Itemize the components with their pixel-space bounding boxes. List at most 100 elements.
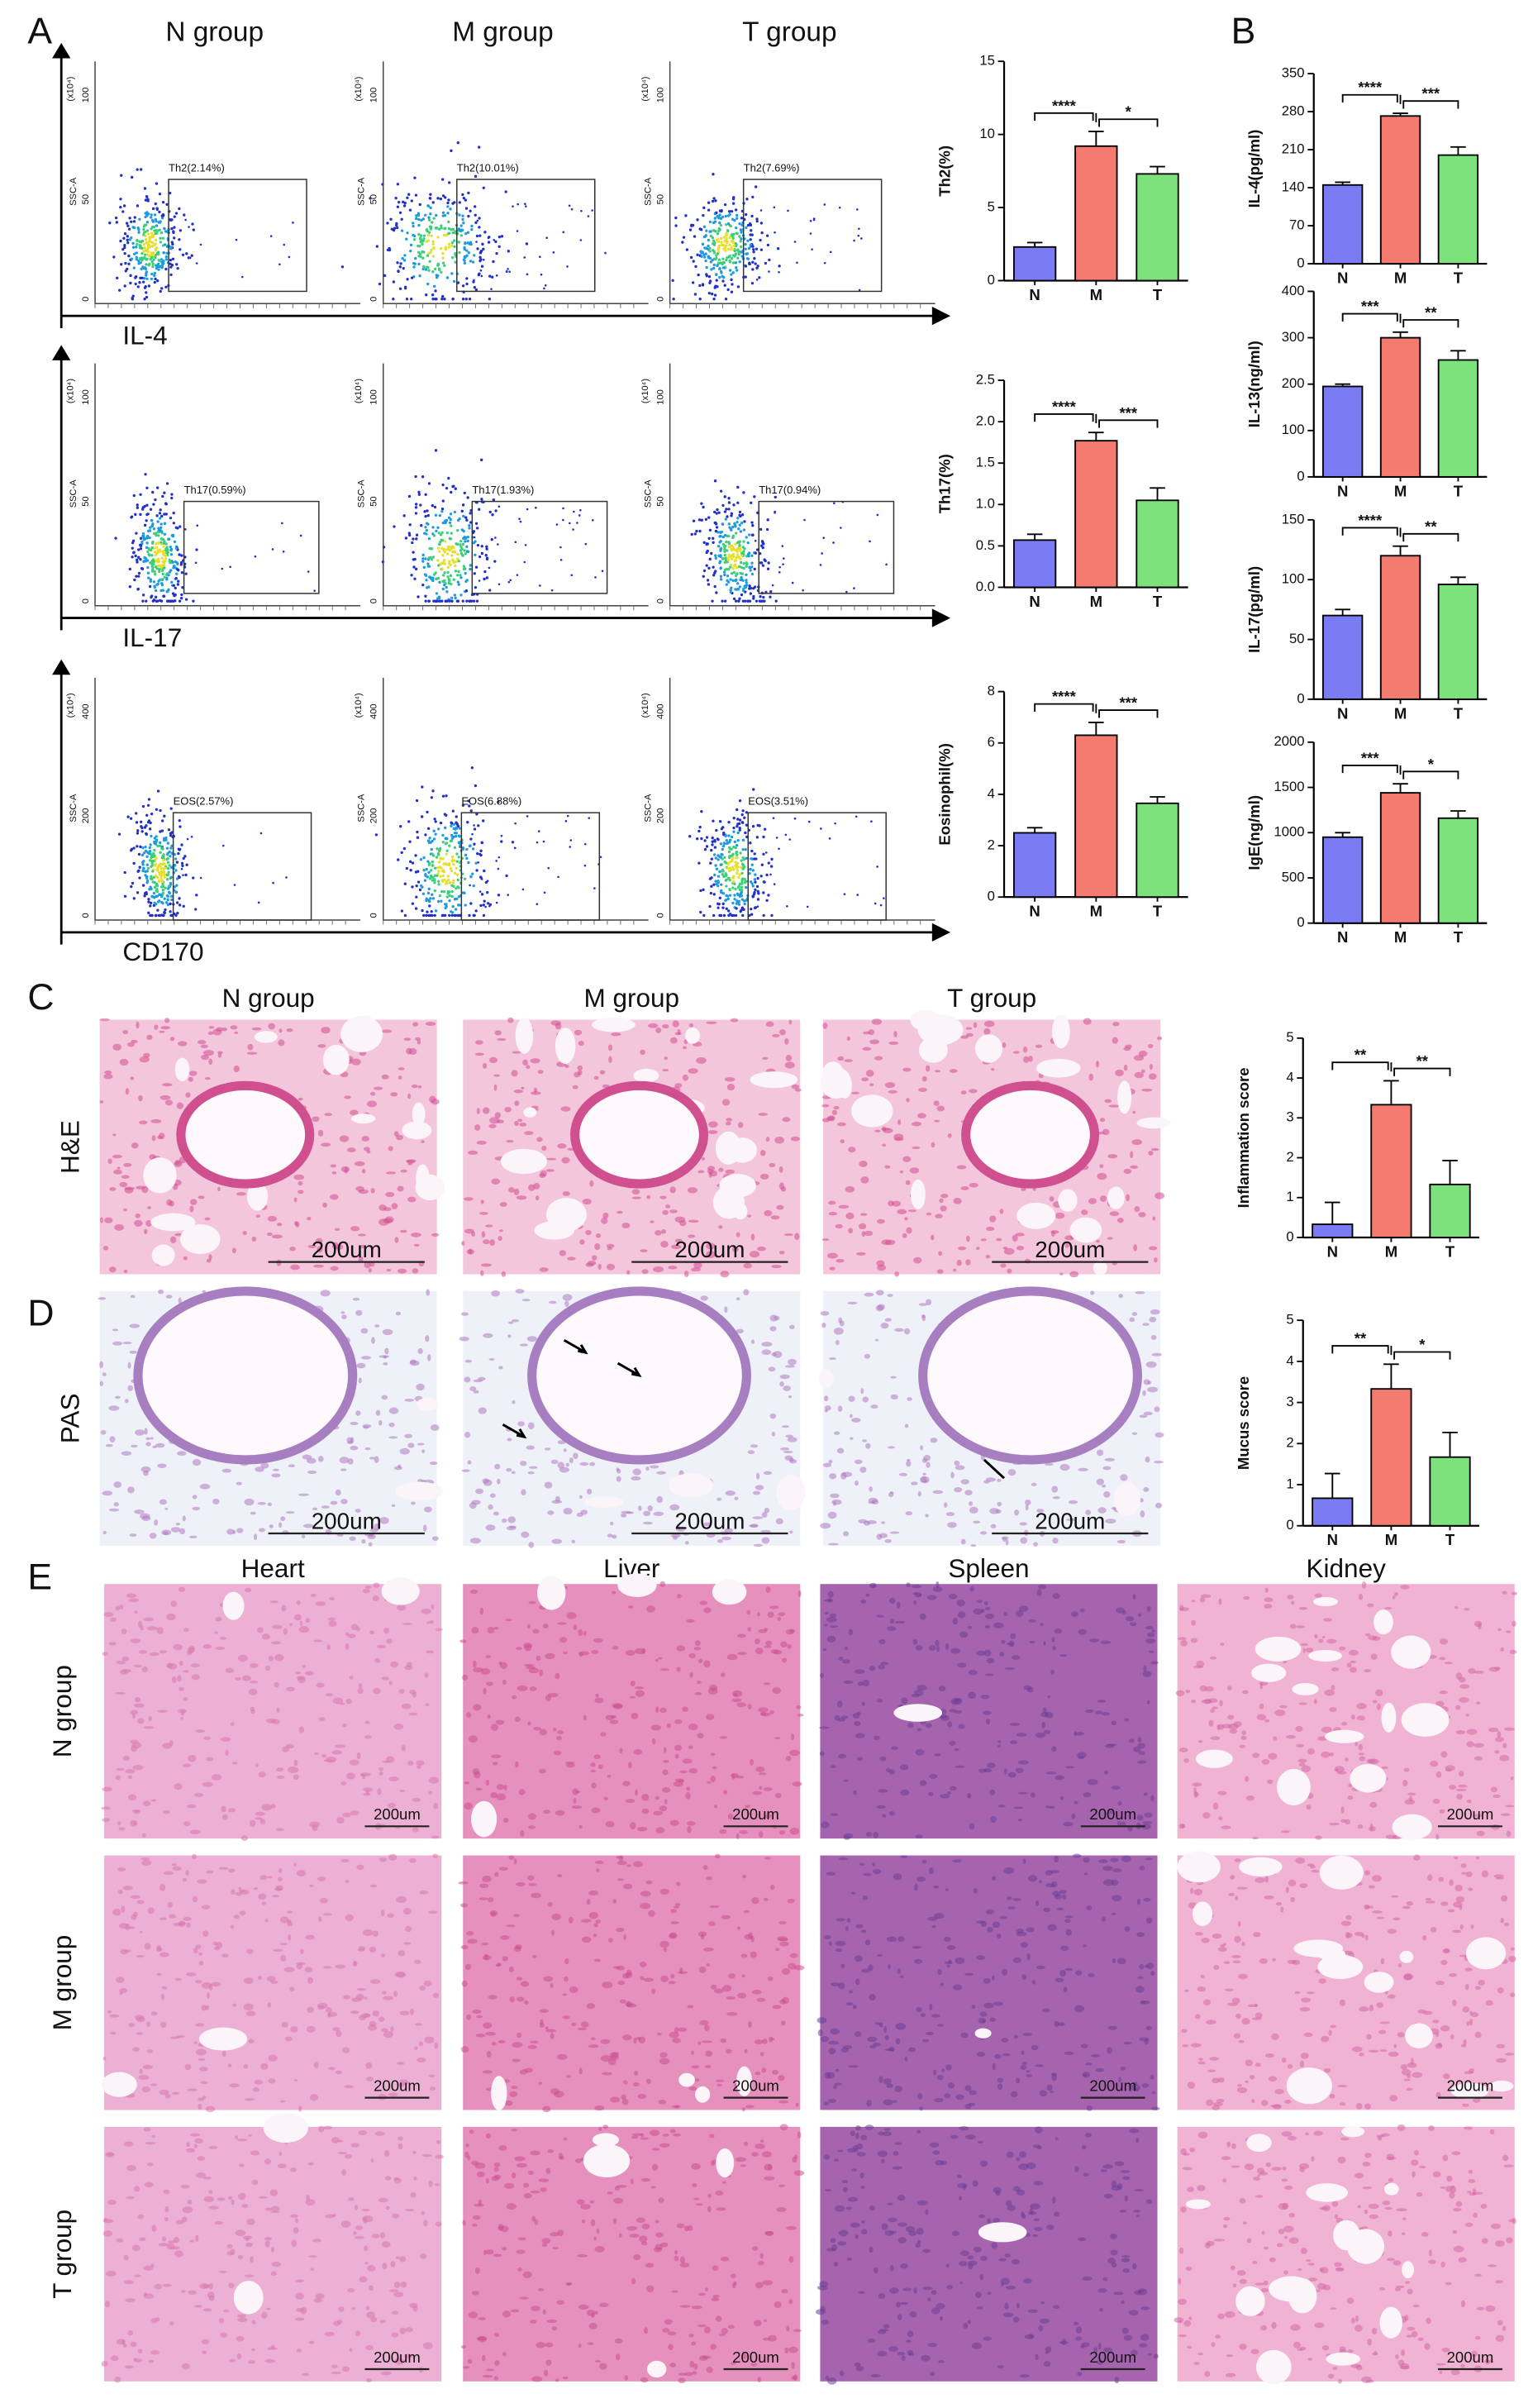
significance-bracket [1341,527,1398,536]
significance-bracket [1393,1067,1451,1076]
flow-event [394,196,398,200]
tissue-texture [232,1529,236,1534]
x-tick-label: M [1090,286,1102,303]
flow-event [455,599,459,603]
flow-event [465,579,469,582]
flow-event [465,545,469,548]
flow-event [145,876,149,880]
flow-tick-label: 50 [655,496,665,506]
tissue-texture [771,1265,782,1269]
tissue-texture [317,1246,323,1253]
flow-event [169,548,173,552]
flow-event [714,199,717,203]
tissue-space [179,1224,221,1255]
tissue-texture [947,1133,952,1138]
tissue-texture [1096,1239,1100,1243]
flow-event [150,216,153,219]
flow-event [174,913,178,918]
flow-tick-label: 400 [655,703,665,719]
flow-event [703,839,707,842]
tissue-texture [578,1041,584,1047]
tissue-texture [467,1460,472,1465]
flow-event [160,530,164,533]
flow-event [151,870,155,873]
tissue-texture [379,1517,389,1524]
flow-event [562,231,565,234]
flow-event [766,518,769,522]
flow-event [740,885,744,889]
flow-event [160,584,164,587]
flow-event [428,575,431,579]
flow-event [707,536,711,540]
gate-label: EOS(3.51%) [748,795,808,808]
flow-event [123,246,126,250]
tissue-texture [969,1089,978,1094]
y-tick-label: 50 [1289,631,1305,646]
flow-event [411,861,415,865]
flow-event [135,246,138,249]
flow-event [457,570,460,574]
flow-event [143,559,146,563]
flow-event [755,220,759,223]
tissue-space [523,1107,537,1118]
tissue-texture [330,1500,338,1505]
tissue-texture [298,1190,304,1194]
flow-event [415,537,418,541]
tissue-texture [912,1121,922,1127]
flow-event [734,887,737,891]
flow-event [745,823,749,827]
tissue-texture [139,1056,150,1063]
tissue-texture [103,1074,113,1080]
tissue-texture [577,1070,583,1075]
flow-event [450,884,454,887]
flow-event [755,599,759,603]
flow-event [132,897,136,900]
flow-event [144,870,147,874]
flow-event [421,584,425,587]
flow-event [124,269,127,273]
tissue-texture [912,1146,921,1150]
bar [1135,802,1179,899]
arrow-head [931,307,951,326]
flow-event [723,533,727,537]
flow-event [140,830,144,833]
tissue-texture [109,1187,117,1191]
flow-event [427,216,431,219]
tissue-texture [115,1395,121,1400]
flow-event [591,209,593,212]
tissue-texture [426,1289,431,1296]
flow-event [740,889,744,892]
flow-event [559,558,563,561]
tissue-texture [494,1112,502,1118]
scale-bar-label: 200um [312,1508,382,1533]
flow-event [159,526,163,529]
flow-event [437,227,441,231]
tissue-texture [190,1199,198,1205]
flow-x-label: IL-4 [122,320,167,350]
tissue-texture [587,1260,597,1266]
tissue-texture [129,1323,140,1328]
tissue-texture [478,1407,487,1414]
tissue-texture [765,1137,770,1142]
tissue-texture [776,1204,784,1210]
tissue-texture [514,1120,519,1127]
flow-event [173,226,176,229]
flow-event [769,595,772,598]
tissue-texture [307,1470,317,1475]
flow-event [163,814,166,818]
tissue-texture [174,1161,183,1167]
tissue-texture [530,1058,540,1064]
flow-event [498,505,501,508]
flow-event [768,258,771,262]
flow-event [700,502,703,505]
flow-event [474,288,478,292]
flow-event [455,832,458,835]
flow-event [702,206,706,210]
flow-event [422,565,426,570]
flow-event [271,548,274,551]
tissue-texture [388,1422,395,1428]
flow-event [164,554,168,557]
flow-event [150,260,154,264]
tissue-texture [506,1467,512,1472]
tissue-texture [1150,1147,1159,1152]
